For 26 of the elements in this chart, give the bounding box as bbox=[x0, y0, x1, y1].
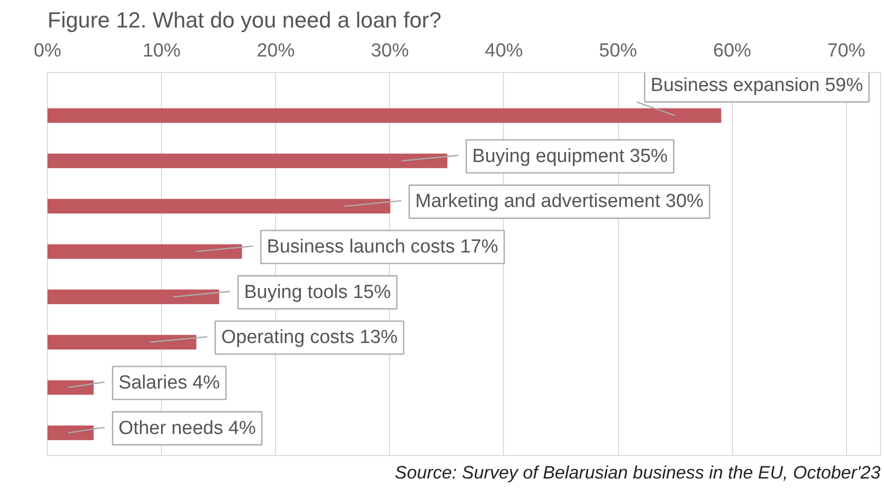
category-label: Other needs 4% bbox=[118, 418, 256, 439]
bar bbox=[48, 290, 220, 304]
category-label: Buying equipment 35% bbox=[472, 146, 668, 167]
x-tick-label: 10% bbox=[142, 40, 181, 62]
category-label: Business expansion 59% bbox=[650, 74, 863, 96]
category-label: Operating costs 13% bbox=[221, 327, 398, 348]
category-label: Salaries 4% bbox=[118, 372, 220, 394]
x-tick-label: 50% bbox=[599, 40, 638, 62]
bar bbox=[48, 244, 242, 259]
bar bbox=[48, 154, 448, 168]
x-tick-label: 40% bbox=[484, 40, 524, 62]
category-label: Marketing and advertisement 30% bbox=[415, 191, 704, 212]
chart-title: Figure 12. What do you need a loan for? bbox=[48, 8, 442, 32]
source-note: Source: Survey of Belarusian business in the EU, October'23 bbox=[394, 462, 881, 482]
bar bbox=[48, 380, 94, 395]
bar bbox=[48, 334, 196, 350]
x-tick-label: 20% bbox=[256, 40, 295, 62]
x-tick-label: 30% bbox=[370, 40, 409, 62]
category-label: Buying tools 15% bbox=[244, 282, 391, 303]
bar bbox=[48, 198, 390, 214]
category-label: Business launch costs 17% bbox=[266, 236, 498, 258]
x-tick-label: 60% bbox=[713, 40, 752, 62]
bar bbox=[48, 108, 722, 123]
x-tick-label: 0% bbox=[34, 40, 62, 62]
bar bbox=[48, 426, 94, 440]
x-tick-label: 70% bbox=[827, 40, 866, 62]
